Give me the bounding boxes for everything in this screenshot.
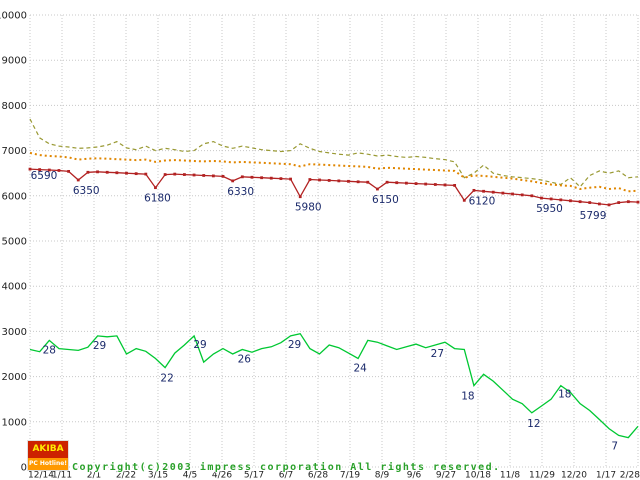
akiba-logo-title: AKIBA [28,441,68,458]
x-tick-label: 9/6 [407,471,422,480]
y-axis-labels: 0 1000 2000 3000 4000 5000 6000 7000 8000 9000 100… [0,11,27,474]
data-point-label: 18 [461,391,474,403]
akiba-logo: AKIBA PC Hotline! [28,441,68,470]
y-tick-label: 2000 [2,372,27,383]
series-shop-count-x100 [29,332,639,439]
data-point-label: 29 [288,339,301,351]
x-tick-label: 9/27 [436,471,456,480]
data-point-label: 22 [160,373,173,385]
y-tick-label: 1000 [2,417,27,428]
y-tick-label: 6000 [2,191,27,202]
value-annotations: 6590 6350 6180 6330 5980 6150 6120 5950 5799 28 29… [31,170,618,452]
series-lowest-price-markers [28,167,640,207]
akiba-logo-subtitle: PC Hotline! [28,458,68,470]
gridlines [29,14,639,468]
data-point-label: 6180 [144,193,171,205]
data-point-label: 27 [431,348,444,360]
x-tick-label: 4/26 [212,471,232,480]
data-point-label: 18 [558,389,571,401]
y-tick-label: 10000 [0,11,27,22]
data-point-label: 7 [611,440,618,452]
data-point-label: 5980 [295,202,322,214]
copyright-line1: Copyright(c)2003 impress corporation All… [72,462,501,473]
x-tick-label: 12/14 [28,471,54,480]
data-point-label: 28 [43,344,56,356]
data-point-label: 6350 [73,185,100,197]
data-point-label: 6590 [31,170,58,182]
x-tick-label: 10/18 [465,471,491,480]
series-average-price [29,151,639,193]
data-point-label: 29 [193,339,206,351]
x-tick-label: 1/17 [596,471,616,480]
x-tick-label: 2/22 [116,471,136,480]
data-point-label: 29 [93,340,106,352]
data-point-label: 6120 [469,195,496,207]
data-point-label: 12 [527,418,540,430]
x-tick-label: 2/28 [620,471,640,480]
series-highest-price [29,118,639,188]
x-tick-label: 4/5 [183,471,197,480]
data-point-label: 6330 [227,186,254,198]
data-point-label: 6150 [372,194,399,206]
y-tick-label: 0 [21,463,27,474]
y-tick-label: 3000 [2,327,27,338]
x-tick-label: 8/9 [375,471,390,480]
data-point-label: 24 [353,363,367,375]
copyright-notice: Copyright(c)2003 impress corporation All… [72,438,501,480]
x-tick-label: 7/19 [340,471,360,480]
x-tick-label: 3/15 [148,471,168,480]
series-lowest-price [29,168,639,206]
x-tick-label: 12/20 [561,471,587,480]
x-tick-label: 11/8 [500,471,520,480]
y-tick-label: 4000 [2,282,27,293]
y-tick-label: 9000 [2,56,27,67]
x-tick-label: 6/28 [308,471,328,480]
x-tick-label: 1/11 [52,471,72,480]
x-tick-label: 5/17 [244,471,264,480]
data-point-label: 26 [238,353,252,365]
x-tick-label: 6/7 [279,471,293,480]
x-tick-label: 11/29 [529,471,555,480]
data-point-label: 5950 [536,203,563,215]
y-tick-label: 7000 [2,146,27,157]
y-tick-label: 8000 [2,101,27,112]
x-tick-label: 2/1 [87,471,101,480]
data-point-label: 5799 [580,210,607,222]
x-axis-labels: 12/141/11 2/1 2/22 3/15 4/5 4/26 5/17 6/7 6/28 7/… [28,471,640,480]
y-tick-label: 5000 [2,237,27,248]
